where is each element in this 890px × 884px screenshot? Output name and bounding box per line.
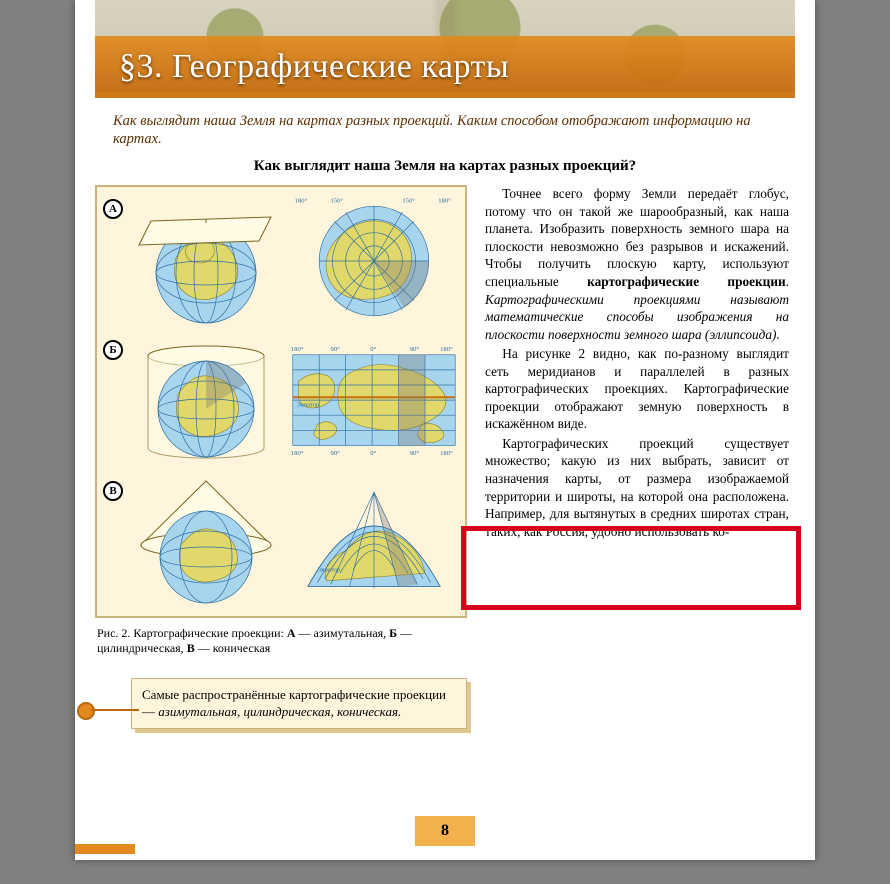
row-label-a: А [103, 199, 123, 219]
map-b: 180° 90° 0° 90° 180° 180° 90° 0° 90° 1 [289, 334, 459, 469]
svg-text:0°: 0° [370, 450, 376, 457]
svg-text:150°: 150° [402, 198, 415, 205]
svg-text:180°: 180° [440, 450, 453, 457]
globe-a [131, 193, 281, 328]
globe-b [131, 334, 281, 469]
section-title: §3. Географические карты [119, 48, 509, 86]
svg-text:0°: 0° [370, 346, 376, 353]
svg-text:Экватор: Экватор [297, 402, 320, 409]
callout-box: Самые распространённые картографические … [131, 678, 467, 729]
globe-c [131, 475, 281, 610]
row-label-c: В [103, 481, 123, 501]
map-c: Экватор [289, 475, 459, 610]
figure-frame: А [95, 185, 467, 618]
para-1: Точнее всего форму Земли передаёт глобус… [485, 185, 789, 343]
body-text: Точнее всего форму Земли передаёт глобус… [485, 185, 789, 729]
textbook-page: §3. Географические карты Как выглядит на… [75, 0, 815, 860]
viewer: §3. Географические карты Как выглядит на… [0, 0, 890, 884]
svg-text:150°: 150° [331, 198, 344, 205]
main-columns: А [95, 185, 789, 729]
para-2: На рисунке 2 видно, как по-разному выгля… [485, 345, 789, 433]
svg-text:90°: 90° [410, 450, 420, 457]
svg-text:Экватор: Экватор [317, 567, 340, 574]
svg-text:90°: 90° [410, 346, 420, 353]
callout: Самые распространённые картографические … [95, 678, 467, 729]
page-number: 8 [415, 816, 475, 846]
svg-text:180°: 180° [438, 198, 451, 205]
svg-text:180°: 180° [291, 346, 304, 353]
callout-connector [91, 709, 139, 711]
svg-text:90°: 90° [331, 346, 341, 353]
callout-bullet-icon [77, 702, 95, 720]
intro-text: Как выглядит наша Земля на картах разных… [113, 112, 777, 148]
projection-row-a: А [103, 193, 459, 328]
tick: 180° [295, 198, 308, 205]
section-header: §3. Географические карты [95, 0, 795, 98]
row-label-b: Б [103, 340, 123, 360]
svg-text:180°: 180° [291, 450, 304, 457]
figure-caption: Рис. 2. Картографические проекции: А — а… [97, 626, 465, 656]
subheading: Как выглядит наша Земля на картах разных… [75, 158, 815, 175]
svg-text:90°: 90° [331, 450, 341, 457]
figure-column: А [95, 185, 467, 729]
svg-text:180°: 180° [440, 346, 453, 353]
map-a: 180° 150° 150° 180° [289, 193, 459, 328]
projection-row-b: Б [103, 334, 459, 469]
para-3: Картографических проекций существует мно… [485, 435, 789, 540]
footer-accent [75, 844, 135, 854]
projection-row-c: В [103, 475, 459, 610]
